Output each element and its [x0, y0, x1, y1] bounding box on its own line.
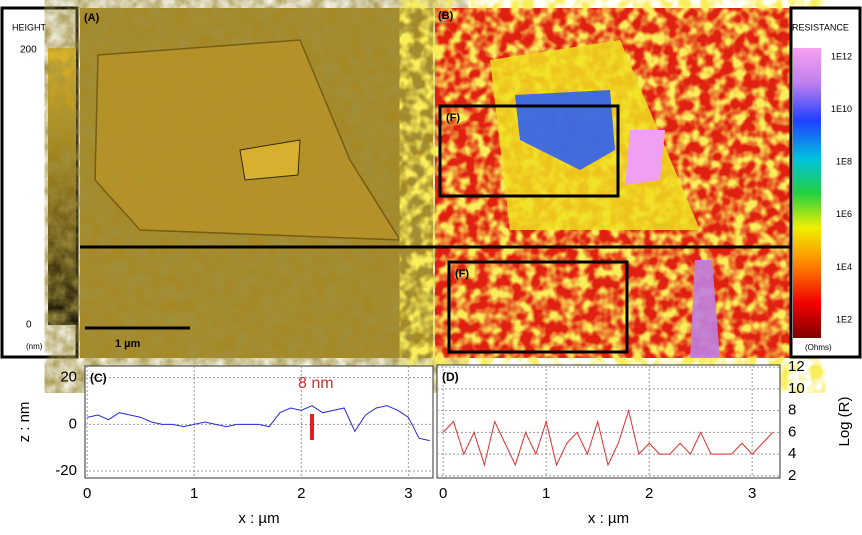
- x-tick-label: 1: [542, 485, 550, 502]
- flake: [94, 39, 402, 241]
- y-tick-label: 20: [60, 369, 77, 386]
- y-tick-label: 0: [69, 415, 77, 432]
- x-tick-label: 3: [748, 485, 756, 502]
- colorbar-tick: 1E4: [836, 262, 852, 272]
- y-axis-label: z : nm: [16, 402, 33, 443]
- x-tick-label: 2: [645, 485, 653, 502]
- profile-line: [442, 408, 774, 467]
- scale-bar-label: 1 µm: [115, 338, 141, 350]
- colorbar-title: RESISTANCE: [792, 22, 849, 32]
- y-axis-label: Log (R): [836, 396, 853, 446]
- panel-label: (C): [90, 371, 107, 385]
- colorbar-unit: (nm): [26, 342, 43, 351]
- panel-label: (A): [84, 12, 100, 24]
- y-tick-label: -20: [55, 462, 77, 479]
- colorbar-tick: 0: [26, 320, 32, 331]
- colorbar-tick: 1E2: [836, 314, 852, 324]
- plot-frame: [436, 364, 781, 479]
- region: [625, 130, 665, 185]
- colorbar-tick: 1E6: [836, 209, 852, 219]
- profile-line: [87, 405, 430, 442]
- y-tick-label: 6: [788, 423, 796, 440]
- y-tick-label: 4: [788, 445, 796, 462]
- colorbar-tick: 1E12: [831, 51, 852, 61]
- annotation: 8 nm: [298, 375, 334, 392]
- x-tick-label: 3: [404, 485, 412, 502]
- y-tick-label: 10: [788, 380, 805, 397]
- plot-frame: [84, 365, 434, 479]
- x-tick-label: 0: [83, 485, 91, 502]
- colorbar-title: HEIGHT: [12, 22, 47, 32]
- y-tick-label: 8: [788, 402, 796, 419]
- colorbar-tick: 200: [20, 45, 37, 56]
- region: [690, 260, 720, 358]
- region: [515, 90, 615, 170]
- roi-label: (F): [446, 112, 460, 124]
- roi-box: [447, 260, 629, 354]
- resistance-colorbar: [793, 48, 821, 338]
- panel-label: (D): [442, 370, 459, 384]
- panel-label: (B): [438, 10, 454, 22]
- colorbar-unit: (Ohms): [805, 343, 832, 352]
- height-colorbar: [48, 48, 76, 325]
- x-tick-label: 2: [297, 485, 305, 502]
- x-axis-label: x : µm: [238, 510, 279, 527]
- roi-label: (F): [455, 268, 469, 280]
- flake: [239, 139, 301, 181]
- colorbar-tick: 1E10: [831, 104, 852, 114]
- roi-box: [438, 104, 620, 198]
- x-tick-label: 0: [439, 485, 447, 502]
- x-tick-label: 1: [190, 485, 198, 502]
- colorbar-tick: 1E8: [836, 157, 852, 167]
- y-tick-label: 12: [788, 358, 805, 375]
- y-tick-label: 2: [788, 467, 796, 484]
- x-axis-label: x : µm: [588, 510, 629, 527]
